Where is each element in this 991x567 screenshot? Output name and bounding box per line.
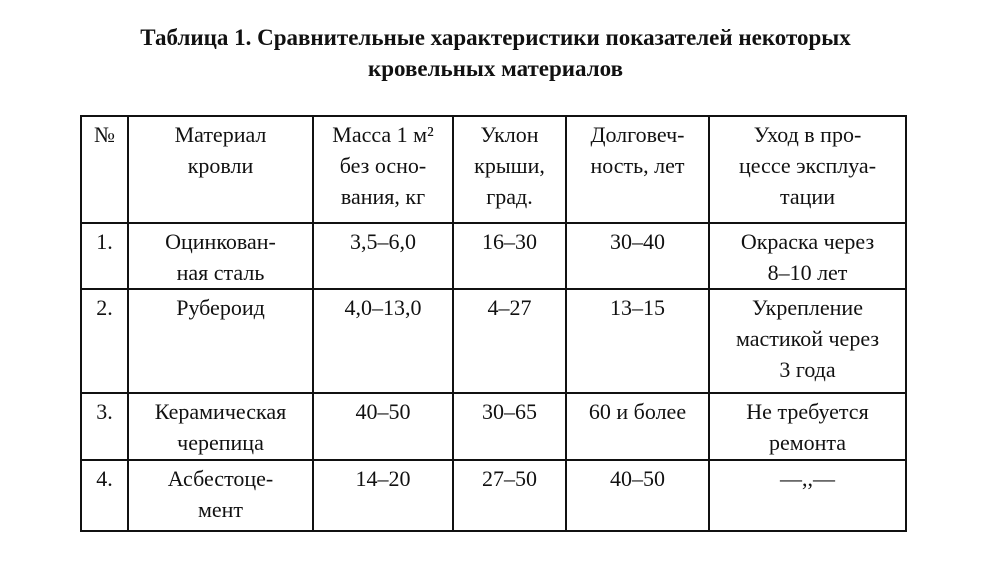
cell: 40–50 [565, 459, 710, 532]
cell: 30–40 [565, 222, 710, 290]
roofing-materials-table: № Материал кровли Масса 1 м² без осно- в… [80, 115, 907, 532]
table-row: 2. Рубероид 4,0–13,0 4–27 13–15 Укрепление ма… [80, 288, 907, 394]
cell: 4–27 [452, 288, 567, 394]
cell: Асбестоце- мент [127, 459, 314, 532]
cell: 30–65 [452, 392, 567, 461]
cell: Керамическая черепица [127, 392, 314, 461]
cell: 4. [80, 459, 129, 532]
cell: 16–30 [452, 222, 567, 290]
header-cell: Масса 1 м² без осно- вания, кг [312, 115, 454, 224]
header-cell: Уклон крыши, град. [452, 115, 567, 224]
caption-line-2: кровельных материалов [367, 56, 624, 81]
cell: 13–15 [565, 288, 710, 394]
cell: Рубероид [127, 288, 314, 394]
cell: 1. [80, 222, 129, 290]
header-cell: № [80, 115, 129, 224]
cell: 40–50 [312, 392, 454, 461]
cell: 3,5–6,0 [312, 222, 454, 290]
header-row: № Материал кровли Масса 1 м² без осно- в… [80, 115, 907, 224]
cell: 60 и более [565, 392, 710, 461]
table-row: 4. Асбестоце- мент 14–20 27–50 40–50 —,,— [80, 459, 907, 532]
table-caption: Таблица 1. Сравнительные характеристики … [0, 22, 991, 84]
header-cell: Долговеч- ность, лет [565, 115, 710, 224]
table-row: 3. Керамическая черепица 40–50 30–65 60 и бо… [80, 392, 907, 461]
cell: —,,— [708, 459, 907, 532]
caption-line-1: Таблица 1. Сравнительные характеристики … [140, 25, 851, 50]
cell: 14–20 [312, 459, 454, 532]
cell: 4,0–13,0 [312, 288, 454, 394]
cell: Окраска через 8–10 лет [708, 222, 907, 290]
cell: Укрепление мастикой через 3 года [708, 288, 907, 394]
cell: Оцинкован- ная сталь [127, 222, 314, 290]
cell: Не требуется ремонта [708, 392, 907, 461]
header-cell: Уход в про- цессе эксплуа- тации [708, 115, 907, 224]
cell: 3. [80, 392, 129, 461]
cell: 2. [80, 288, 129, 394]
header-cell: Материал кровли [127, 115, 314, 224]
cell: 27–50 [452, 459, 567, 532]
table-row: 1. Оцинкован- ная сталь 3,5–6,0 16–30 30–40 О… [80, 222, 907, 290]
